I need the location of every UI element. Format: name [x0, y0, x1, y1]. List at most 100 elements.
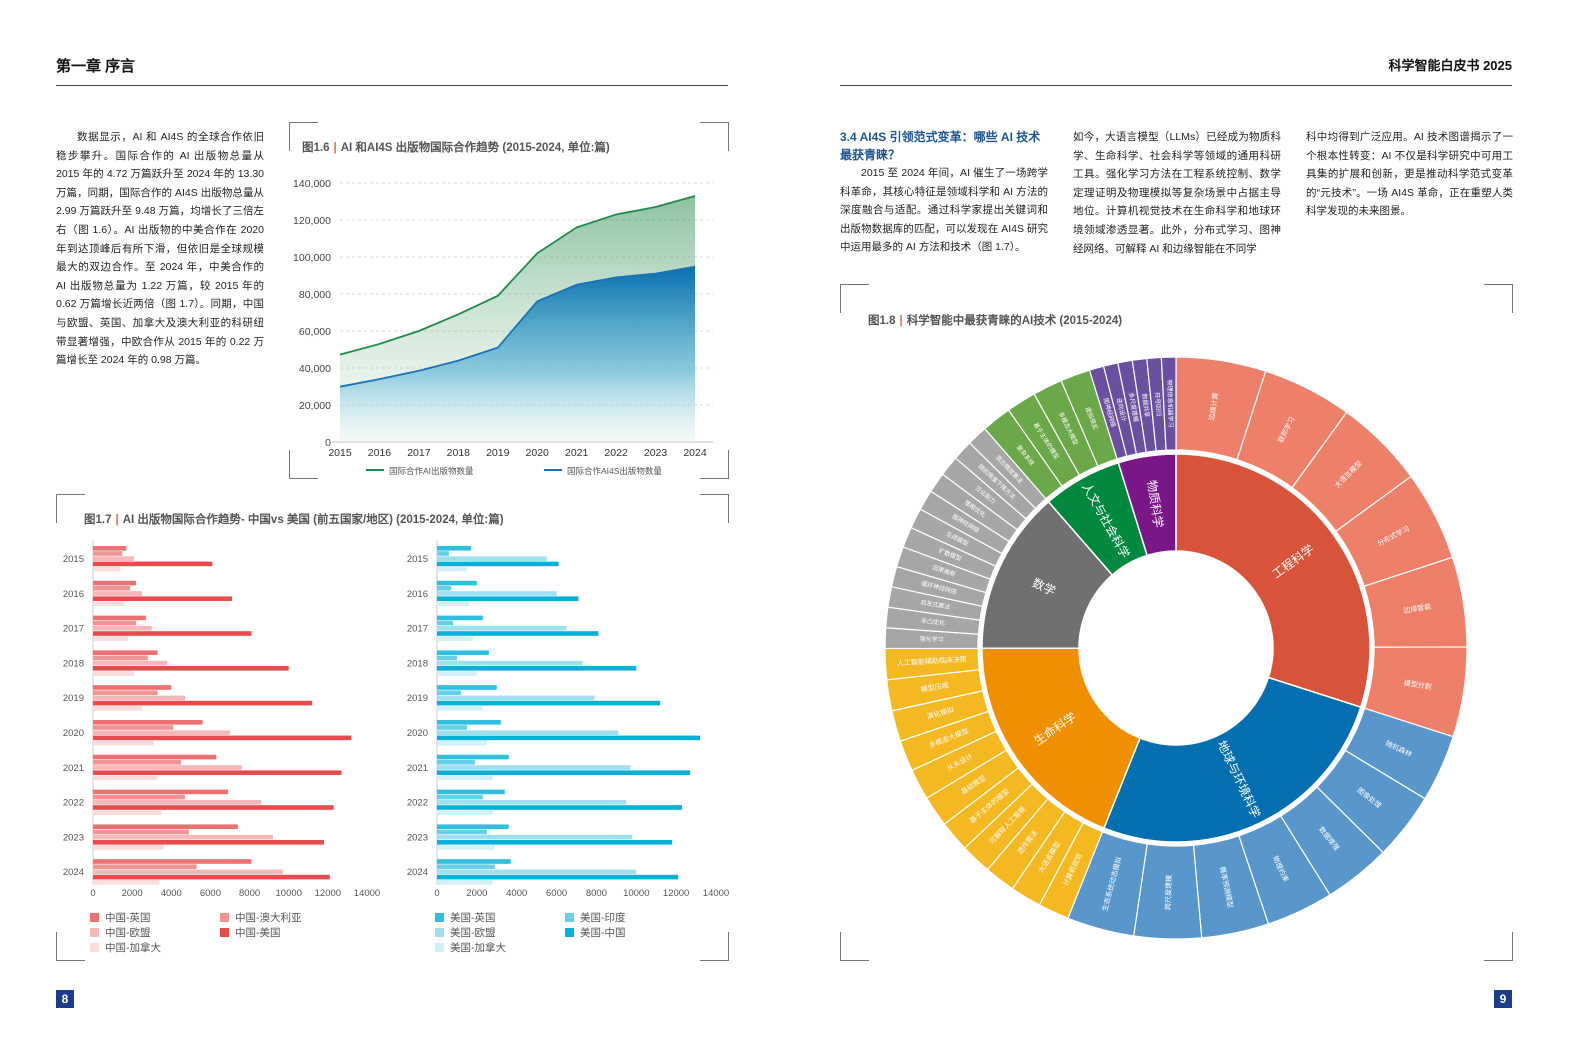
- legend-swatch: [565, 913, 574, 922]
- page-number: 9: [1494, 990, 1512, 1008]
- text-column-1: 3.4 AI4S 引领范式变革：哪些 AI 技术最获青睐？ 2015 至 202…: [840, 128, 1048, 257]
- x-tick-label: 2021: [565, 447, 589, 459]
- bar: [437, 685, 497, 690]
- y-tick-label: 2019: [407, 693, 428, 704]
- bar: [437, 770, 691, 775]
- x-tick-label: 14000: [703, 888, 729, 899]
- bar: [437, 874, 679, 880]
- bar: [437, 566, 467, 572]
- x-tick-label: 8000: [239, 888, 260, 899]
- bar: [437, 596, 579, 601]
- y-tick-label: 2024: [407, 867, 428, 878]
- frame-corner: [289, 450, 318, 479]
- x-tick-label: 2022: [604, 447, 628, 459]
- frame-corner: [1484, 284, 1513, 313]
- bar: [437, 655, 457, 661]
- bar: [93, 845, 164, 850]
- figure-label: 图1.7: [84, 514, 112, 526]
- figure-label: 图1.8: [868, 315, 896, 327]
- sunburst-technique-label: 物理信息机器学习: [1166, 379, 1175, 427]
- bar: [437, 591, 557, 596]
- y-tick-label: 2020: [407, 728, 428, 739]
- legend-item: 国际合作AI4S出版物数量: [544, 465, 662, 477]
- bar: [93, 740, 154, 746]
- bar: [437, 556, 547, 561]
- figure-title-text: AI 和AI4S 出版物国际合作趋势 (2015-2024, 单位:篇): [340, 142, 610, 154]
- bar: [93, 805, 334, 810]
- legend-item: 美国-中国: [565, 925, 626, 940]
- legend-label: 中国-美国: [235, 927, 281, 939]
- y-tick-label: 80,000: [299, 289, 331, 301]
- bar: [437, 700, 661, 706]
- bar: [93, 874, 330, 880]
- legend-swatch: [435, 928, 444, 937]
- y-tick-label: 2017: [407, 624, 428, 635]
- legend-line-swatch: [544, 469, 562, 471]
- sunburst-domain-segment: [1117, 453, 1177, 557]
- figure-title-text: AI 出版物国际合作趋势- 中国vs 美国 (前五国家/地区) (2015-20…: [122, 514, 504, 526]
- bar: [93, 631, 252, 636]
- y-tick-label: 2022: [407, 798, 428, 809]
- y-tick-label: 2021: [407, 763, 428, 774]
- bar: [437, 720, 501, 725]
- area-ai4s: [340, 266, 695, 442]
- bar: [93, 760, 182, 765]
- bar: [93, 706, 142, 711]
- sunburst-technique-label: 非凸优化: [921, 617, 946, 627]
- bar: [437, 760, 475, 765]
- figure-1-8-title: 图1.8 | 科学智能中最获青睐的AI技术 (2015-2024): [868, 315, 1123, 327]
- bar: [93, 810, 162, 815]
- bar: [437, 829, 487, 835]
- y-tick-label: 2016: [407, 589, 428, 600]
- bar: [93, 700, 313, 706]
- legend-item: 中国-加拿大: [90, 940, 161, 955]
- y-tick-label: 2017: [63, 624, 84, 635]
- legend-item: 美国-英国: [435, 910, 496, 925]
- bar: [93, 765, 242, 770]
- bar: [93, 601, 125, 607]
- y-tick-label: 2022: [63, 798, 84, 809]
- frame-corner: [56, 932, 85, 961]
- legend-swatch: [90, 928, 99, 937]
- legend-item: 美国-加拿大: [435, 940, 506, 955]
- sunburst-technique-label: 符号回归: [1153, 392, 1163, 417]
- y-tick-label: 2024: [63, 867, 84, 878]
- bar: [93, 690, 158, 695]
- y-tick-label: 40,000: [299, 363, 331, 375]
- legend-label: 中国-加拿大: [105, 942, 161, 954]
- legend-item: 中国-美国: [220, 925, 281, 940]
- bar: [437, 800, 627, 805]
- y-tick-label: 2018: [407, 658, 428, 669]
- legend-line-swatch: [366, 469, 384, 471]
- y-tick-label: 2020: [63, 728, 84, 739]
- bar: [93, 636, 129, 641]
- bar: [93, 655, 148, 661]
- legend-item: 美国-欧盟: [435, 925, 496, 940]
- x-tick-label: 8000: [586, 888, 607, 899]
- bar: [437, 805, 683, 810]
- bar: [93, 666, 289, 671]
- bar: [93, 615, 146, 621]
- figure-1-6-title: 图1.6 | AI 和AI4S 出版物国际合作趋势 (2015-2024, 单位:篇…: [302, 142, 610, 154]
- frame-corner: [700, 122, 729, 151]
- figure-1-7-title: 图1.7 | AI 出版物国际合作趋势- 中国vs 美国 (前五国家/地区) (20…: [84, 514, 504, 526]
- bar: [93, 566, 121, 572]
- bar: [93, 626, 152, 631]
- bar: [437, 666, 637, 671]
- x-tick-label: 2000: [122, 888, 143, 899]
- line-ai4s: [339, 265, 696, 388]
- bar: [437, 859, 511, 864]
- book-header: 科学智能白皮书 2025: [1388, 58, 1512, 73]
- bar: [437, 551, 449, 556]
- bar: [93, 720, 203, 725]
- bar: [437, 660, 583, 666]
- legend-item: 中国-英国: [90, 910, 151, 925]
- y-tick-label: 2019: [63, 693, 84, 704]
- bar: [437, 636, 473, 641]
- x-tick-label: 2017: [407, 447, 431, 459]
- chapter-header: 第一章 序言: [56, 58, 136, 75]
- frame-corner: [700, 450, 729, 479]
- frame-corner: [700, 494, 729, 523]
- paragraph-text: 2015 至 2024 年间，AI 催生了一场跨学科革命，其核心特征是领域科学和…: [840, 167, 1048, 254]
- y-tick-label: 2023: [407, 832, 428, 843]
